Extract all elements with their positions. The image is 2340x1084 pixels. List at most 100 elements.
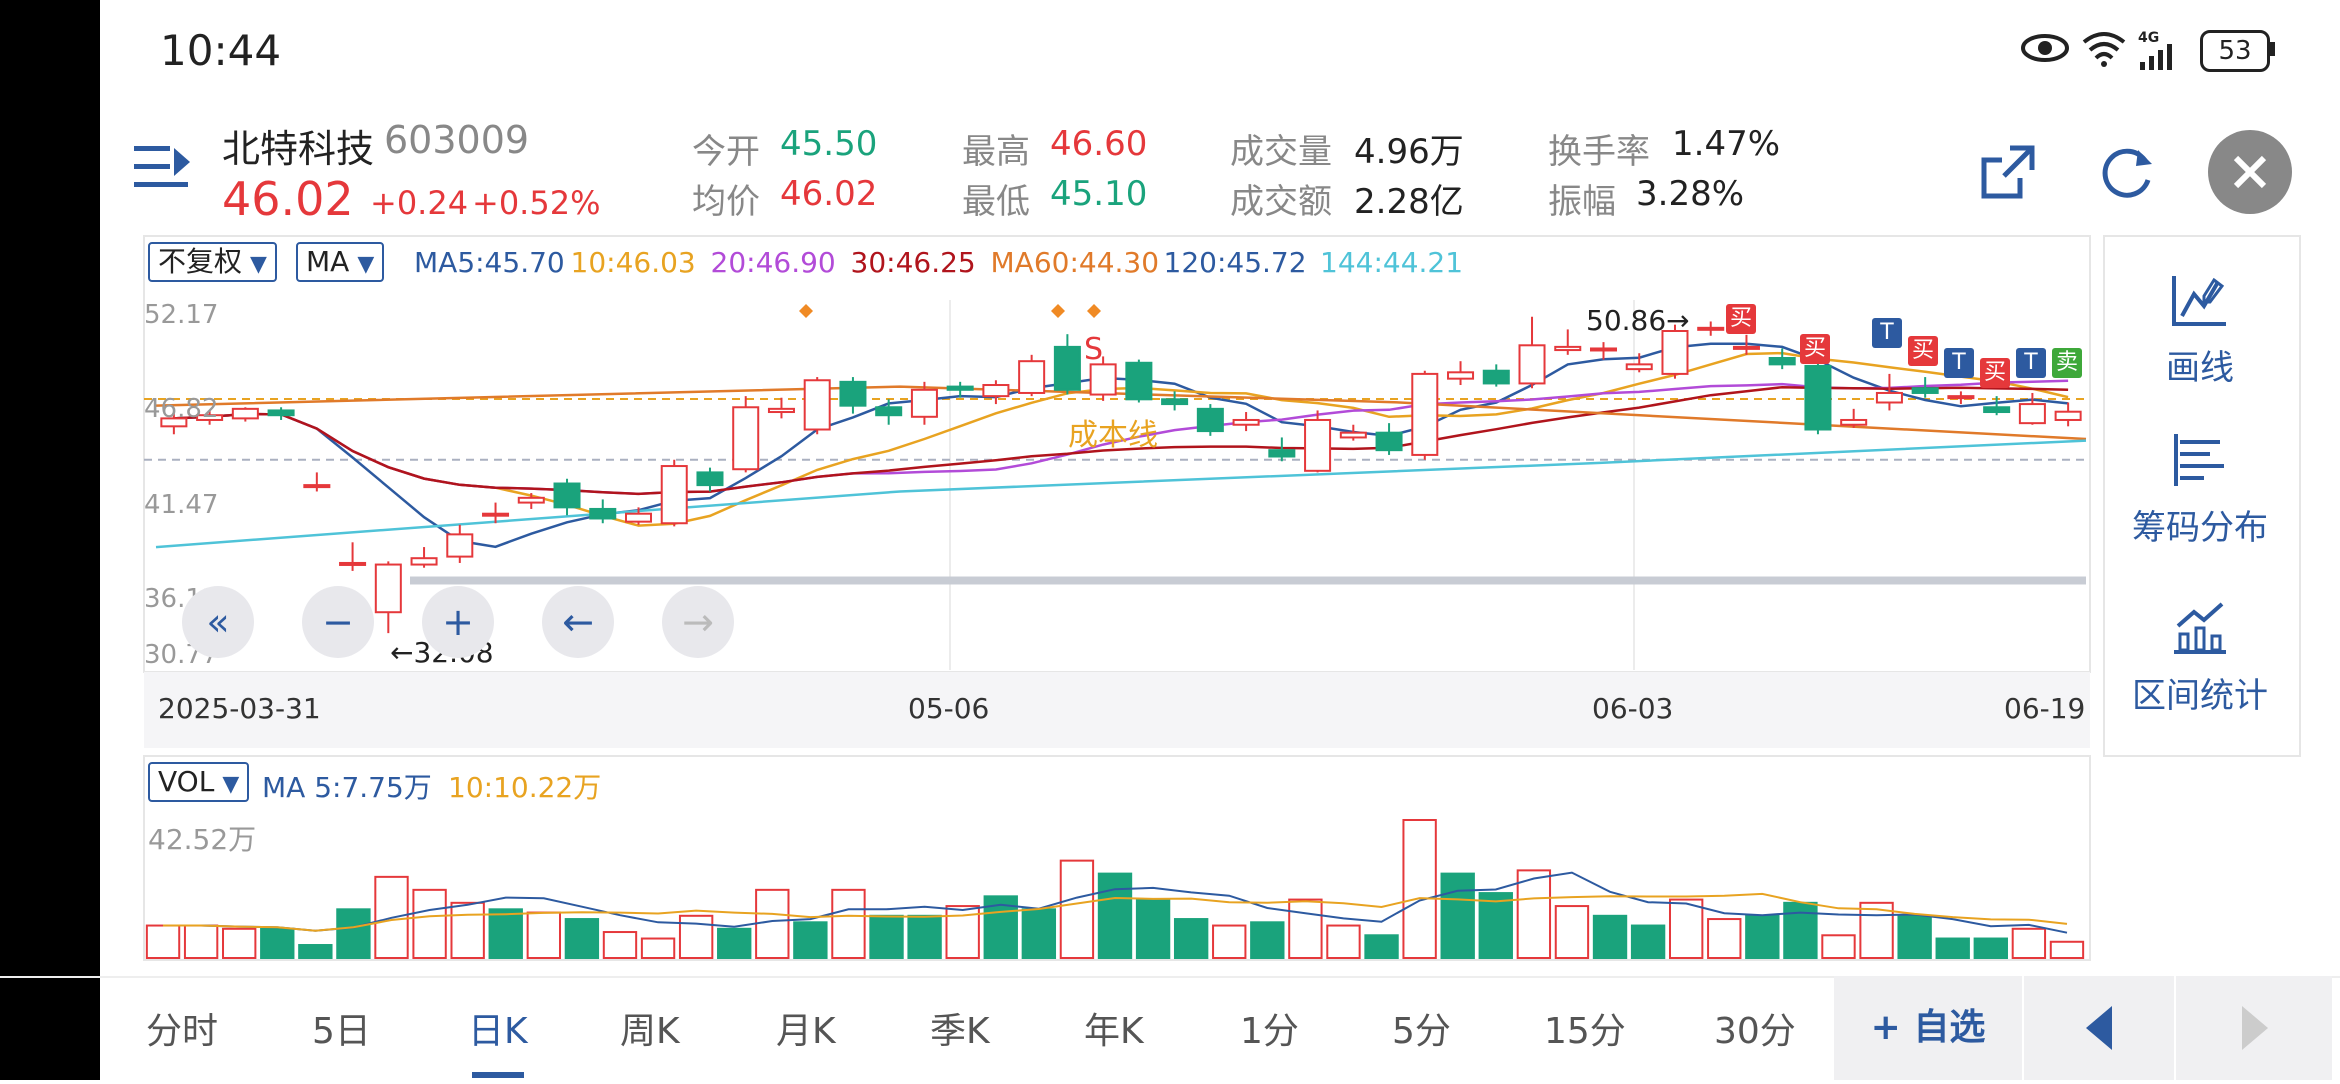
dropdown-arrow-icon: ▼ (357, 252, 375, 277)
volume-bar (1707, 918, 1742, 960)
candle-body (1518, 344, 1546, 385)
buy-mark[interactable]: 买 (1908, 336, 1938, 366)
draw-line-tool[interactable]: 画线 (2106, 272, 2294, 389)
next-stock-button[interactable] (2174, 976, 2332, 1080)
stock-code: 603009 (384, 118, 530, 162)
volume-indicator-label: VOL (158, 765, 215, 798)
refresh-icon[interactable] (2098, 144, 2156, 206)
buy-mark[interactable]: 买 (1726, 304, 1756, 334)
candle-body (1804, 364, 1832, 431)
scroll-start-button[interactable]: « (182, 586, 254, 658)
volume-bar (450, 901, 485, 960)
draw-line-label: 画线 (2166, 348, 2234, 388)
quote-value: 45.50 (780, 124, 878, 164)
chip-distribution-tool[interactable]: 筹码分布 (2106, 432, 2294, 549)
double-chevron-left-icon: « (206, 600, 230, 644)
volume-bar (1326, 924, 1361, 959)
interval-stats-icon (2174, 602, 2226, 654)
volume-bar (1668, 898, 1704, 960)
signal-dot (1087, 304, 1101, 318)
quote-label: 今开 (692, 132, 760, 172)
tab-5[interactable]: 季K (930, 1011, 990, 1052)
candle-body (231, 407, 259, 420)
t-mark[interactable]: T (1872, 318, 1902, 348)
ma-legend-item: MA60:44.30 (990, 246, 1160, 279)
adjust-dropdown[interactable]: 不复权 ▼ (148, 242, 277, 282)
add-watch-label: + 自选 (1870, 1007, 1986, 1048)
scroll-right-button[interactable]: → (662, 586, 734, 658)
tab-10[interactable]: 30分 (1714, 1011, 1796, 1052)
share-icon[interactable] (1980, 144, 2036, 204)
t-mark[interactable]: T (2016, 348, 2046, 378)
quote-label: 最低 (962, 182, 1030, 222)
buy-mark[interactable]: 买 (1800, 334, 1830, 364)
candle-body (803, 379, 831, 431)
close-button[interactable] (2208, 130, 2292, 214)
prev-stock-button[interactable] (2022, 976, 2174, 1080)
volume-bar (488, 908, 523, 959)
buy-mark[interactable]: 买 (1980, 358, 2010, 388)
battery-icon: 53 (2200, 30, 2270, 72)
candle-body (517, 496, 545, 504)
draw-line-icon (2172, 276, 2226, 326)
candle-body (1447, 371, 1475, 380)
candle-body (410, 557, 438, 566)
date-label-end: 06-19 (2004, 692, 2086, 725)
candle-body (660, 465, 688, 525)
tab-1[interactable]: 5日 (312, 1011, 371, 1052)
date-axis-band (144, 672, 2090, 748)
volume-bar (1059, 859, 1095, 959)
candle-body (1411, 372, 1439, 456)
interval-stats-label: 区间统计 (2132, 676, 2268, 716)
plus-icon: + (442, 600, 474, 644)
indicator-dropdown[interactable]: MA ▼ (296, 242, 385, 282)
date-label-start: 2025-03-31 (158, 692, 321, 725)
sell-mark[interactable]: 卖 (2052, 348, 2082, 378)
tab-2[interactable]: 日K (468, 1011, 528, 1052)
volume-bar (1402, 819, 1437, 959)
volume-bar (793, 921, 828, 959)
stock-change: +0.24 (370, 184, 469, 222)
zoom-out-button[interactable]: − (302, 586, 374, 658)
quote-value: 3.28% (1636, 174, 1745, 214)
candle-body (696, 471, 724, 487)
add-watch-button[interactable]: + 自选 (1834, 976, 2022, 1080)
tab-0[interactable]: 分时 (146, 1011, 219, 1052)
candle-body (196, 414, 224, 421)
volume-bar (412, 888, 447, 959)
tab-4[interactable]: 月K (776, 1011, 836, 1052)
tab-7[interactable]: 1分 (1240, 1011, 1299, 1052)
volume-bar (1478, 892, 1513, 959)
volume-bar (2011, 927, 2047, 960)
wifi-icon (2082, 30, 2126, 72)
volume-bar (1973, 937, 2008, 959)
tab-3[interactable]: 周K (620, 1011, 680, 1052)
tab-8[interactable]: 5分 (1392, 1011, 1451, 1052)
candle-body (1018, 360, 1046, 394)
volume-bar (564, 918, 600, 960)
scroll-left-button[interactable]: ← (542, 586, 614, 658)
tab-6[interactable]: 年K (1084, 1011, 1144, 1052)
battery-tip (2270, 42, 2275, 56)
volume-bar (1135, 898, 1171, 960)
quote-value: 45.10 (1050, 174, 1148, 214)
volume-indicator-dropdown[interactable]: VOL ▼ (148, 762, 250, 802)
candle-body (1161, 398, 1189, 406)
interval-stats-tool[interactable]: 区间统计 (2106, 600, 2294, 717)
candle-body (1268, 449, 1296, 458)
volume-bar (1897, 914, 1932, 960)
tab-9[interactable]: 15分 (1544, 1011, 1626, 1052)
zoom-in-button[interactable]: + (422, 586, 494, 658)
arrow-right-icon: → (682, 600, 714, 644)
volume-bar (1212, 924, 1247, 959)
t-mark[interactable]: T (1944, 348, 1974, 378)
candle-body (1125, 361, 1153, 401)
candle-body (303, 484, 331, 489)
candle-body (767, 407, 795, 414)
volume-bar (1288, 898, 1323, 960)
triangle-left-icon (2086, 1006, 2112, 1050)
quote-value: 46.60 (1050, 124, 1148, 164)
volume-bar (1935, 937, 1970, 959)
menu-icon[interactable] (132, 140, 192, 198)
